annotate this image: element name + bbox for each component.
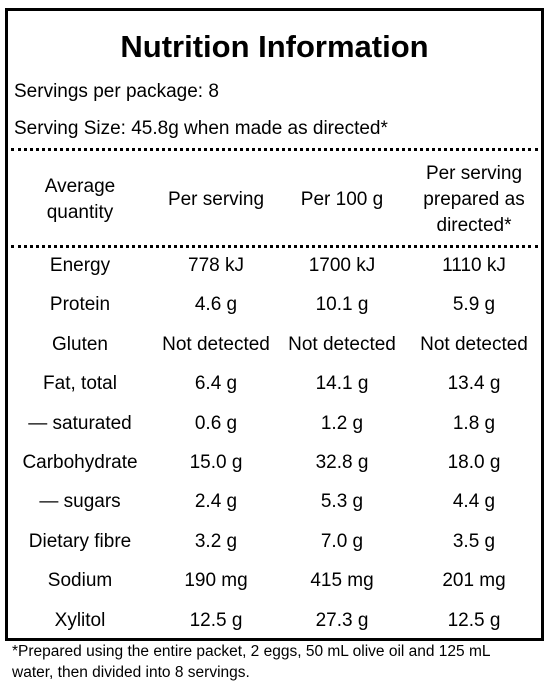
cell-value: Not detected — [288, 333, 396, 355]
cell-value: 778 kJ — [188, 255, 244, 276]
cell-value: Not detected — [162, 333, 270, 355]
row-label: — sugars — [39, 491, 121, 513]
cell-value: 12.5 g — [447, 609, 501, 631]
cell-value: 1.2 g — [320, 412, 364, 434]
row-label: Fat, total — [43, 373, 117, 395]
nutrition-panel: Nutrition Information Servings per packa… — [5, 8, 544, 641]
row-label: Dietary fibre — [28, 530, 132, 552]
divider — [11, 148, 538, 151]
row-label: Gluten — [52, 333, 108, 355]
cell-value: 12.5 g — [189, 609, 243, 631]
divider — [11, 245, 538, 248]
cell-value: 6.4 g — [194, 373, 238, 395]
cell-value: 3.2 g — [194, 530, 238, 552]
cell-value: 0.6 g — [194, 412, 238, 434]
footnote: *Prepared using the entire packet, 2 egg… — [12, 643, 490, 681]
row-label: Sodium — [47, 570, 113, 592]
column-header: Per serving prepared as directed* — [423, 163, 525, 236]
cell-value: 4.4 g — [452, 491, 496, 513]
cell-value: 7.0 g — [320, 530, 364, 552]
servings-per-package: Servings per package: 8 — [14, 81, 219, 102]
serving-size: Serving Size: 45.8g when made as directe… — [14, 118, 388, 139]
column-header: Per 100 g — [300, 189, 384, 210]
cell-value: 1.8 g — [452, 412, 496, 434]
cell-value: 4.6 g — [194, 294, 238, 316]
row-label: Energy — [49, 255, 111, 276]
column-header: Per serving — [167, 189, 265, 210]
cell-value: 1700 kJ — [308, 255, 376, 276]
cell-value: 415 mg — [310, 570, 374, 592]
cell-value: 2.4 g — [194, 491, 238, 513]
cell-value: 3.5 g — [452, 530, 496, 552]
cell-value: 5.3 g — [320, 491, 364, 513]
cell-value: 27.3 g — [315, 609, 369, 631]
column-header: Average quantity — [44, 176, 116, 223]
row-label: Xylitol — [54, 609, 106, 631]
cell-value: 15.0 g — [189, 452, 243, 473]
cell-value: 201 mg — [442, 570, 506, 592]
title: Nutrition Information — [120, 29, 429, 64]
cell-value: Not detected — [420, 333, 528, 355]
cell-value: 18.0 g — [447, 452, 501, 473]
row-label: Carbohydrate — [22, 452, 138, 473]
cell-value: 13.4 g — [447, 373, 501, 395]
cell-value: 1110 kJ — [442, 255, 506, 276]
cell-value: 14.1 g — [315, 373, 369, 395]
cell-value: 32.8 g — [315, 452, 369, 473]
cell-value: 5.9 g — [452, 294, 496, 316]
cell-value: 10.1 g — [315, 294, 369, 316]
cell-value: 190 mg — [184, 570, 248, 592]
row-label: — saturated — [28, 412, 132, 434]
row-label: Protein — [49, 294, 111, 316]
